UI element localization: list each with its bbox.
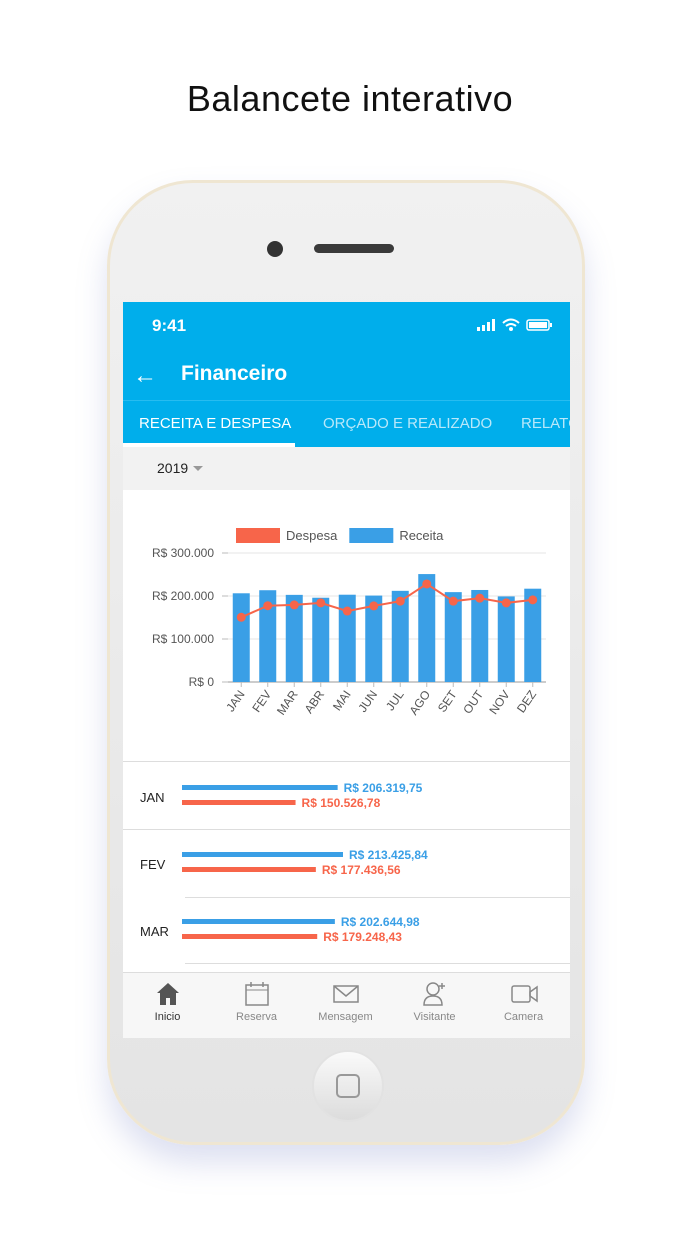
year-filter-bar: 2019 xyxy=(123,447,570,490)
nav-item[interactable]: Mensagem xyxy=(301,973,390,1038)
nav-label: Visitante xyxy=(413,1011,456,1023)
home-button-icon xyxy=(336,1074,360,1098)
nav-item[interactable]: Inicio xyxy=(123,973,212,1038)
nav-item[interactable]: Camera xyxy=(479,973,568,1038)
nav-icon xyxy=(245,982,269,1006)
divider xyxy=(123,829,570,830)
phone-speaker xyxy=(314,244,394,253)
nav-label: Reserva xyxy=(236,1011,277,1023)
screen: 9:41 ← Financeiro RECEITA E DESPESA ORÇA… xyxy=(123,302,570,1038)
tab[interactable]: RELATÓRIOS xyxy=(521,415,570,432)
tab-indicator xyxy=(123,443,295,447)
divider xyxy=(185,897,570,898)
nav-icon xyxy=(333,985,359,1003)
home-button xyxy=(312,1050,384,1122)
tab-bar: RECEITA E DESPESA ORÇADO E REALIZADO REL… xyxy=(123,400,570,448)
nav-label: Inicio xyxy=(154,1011,181,1023)
divider xyxy=(185,963,570,964)
headline: Balancete interativo xyxy=(186,78,514,119)
divider xyxy=(123,761,570,762)
nav-item[interactable]: Visitante xyxy=(390,973,479,1038)
nav-icon xyxy=(423,982,445,1006)
app-title: Financeiro xyxy=(181,362,288,385)
tab[interactable]: ORÇADO E REALIZADO xyxy=(323,415,493,432)
nav-label: Camera xyxy=(503,1011,544,1023)
tab[interactable]: RECEITA E DESPESA xyxy=(139,415,292,432)
nav-icon xyxy=(511,985,538,1003)
status-icons xyxy=(477,318,552,331)
nav-label: Mensagem xyxy=(318,1011,373,1023)
status-time: 9:41 xyxy=(152,316,187,335)
nav-icon xyxy=(157,983,179,1005)
back-button[interactable]: ← xyxy=(133,362,157,389)
phone-camera xyxy=(267,241,283,257)
app-header: 9:41 ← Financeiro RECEITA E DESPESA ORÇA… xyxy=(123,302,570,447)
dropdown-caret xyxy=(193,466,203,471)
nav-item[interactable]: Reserva xyxy=(212,973,301,1038)
bottom-nav: Inicio Reserva Mensagem Visitante Camera xyxy=(123,972,570,1038)
year-dropdown[interactable]: 2019 xyxy=(157,460,189,476)
